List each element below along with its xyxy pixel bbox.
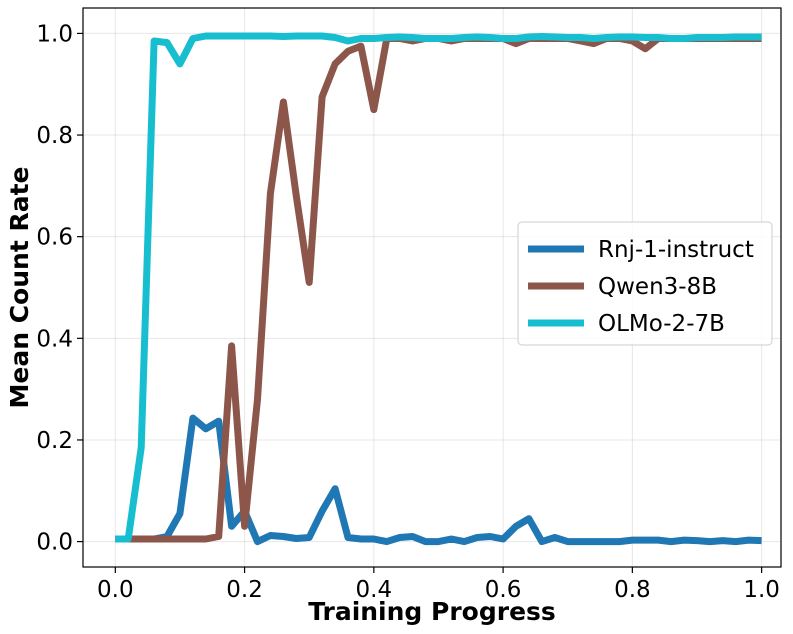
x-axis-title: Training Progress (308, 597, 556, 626)
y-tick-label: 0.8 (36, 123, 73, 149)
y-axis-title: Mean Count Rate (5, 166, 34, 408)
ticks: 0.0 0.2 0.4 0.6 0.8 1.0 0.0 0.2 0.4 0.6 0.8 1.0 (36, 21, 779, 603)
series-line-olmo-2-7b (115, 32, 762, 543)
y-tick-label: 0.4 (36, 326, 73, 352)
series-layer (115, 32, 762, 546)
plot-frame (82, 7, 782, 568)
x-tick-label: 0.8 (614, 577, 651, 603)
legend: Rnj-1-instruct Qwen3-8B OLMo-2-7B (517, 221, 773, 346)
x-tick-label: 0.6 (485, 577, 522, 603)
y-tick-label: 0.0 (36, 530, 73, 556)
legend-label: Rnj-1-instruct (598, 237, 754, 263)
legend-label: Qwen3-8B (598, 274, 717, 300)
x-tick-label: 0.0 (97, 577, 134, 603)
legend-box (517, 221, 773, 346)
legend-label: OLMo-2-7B (598, 311, 725, 337)
x-tick-label: 0.2 (226, 577, 263, 603)
y-tick-label: 0.2 (36, 428, 73, 454)
y-tick-label: 0.6 (36, 225, 73, 251)
x-tick-label: 0.4 (356, 577, 393, 603)
y-tick-label: 1.0 (36, 21, 73, 47)
x-tick-label: 1.0 (743, 577, 780, 603)
